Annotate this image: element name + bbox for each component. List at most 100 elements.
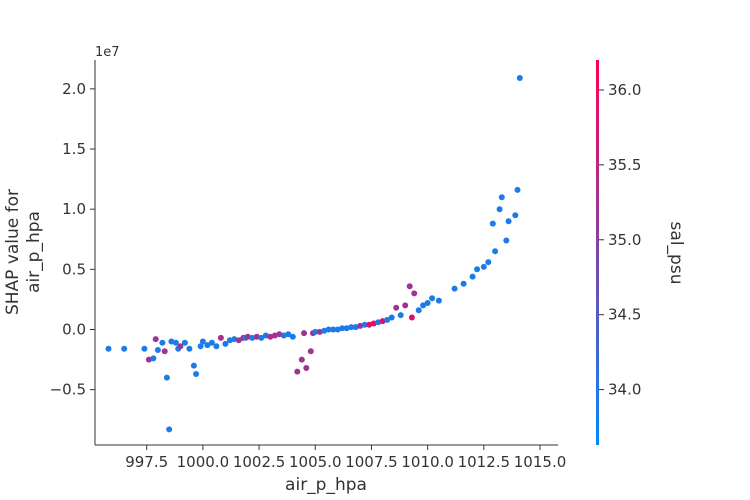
- data-point: [262, 332, 269, 339]
- data-point: [190, 362, 197, 369]
- data-point: [244, 333, 251, 340]
- data-point: [460, 280, 467, 287]
- data-point: [168, 338, 175, 345]
- data-point: [231, 336, 238, 343]
- data-point: [361, 321, 368, 328]
- data-point: [199, 338, 206, 345]
- x-tick-label: 1010.0: [401, 453, 454, 471]
- data-point: [514, 186, 521, 193]
- x-tick-label: 1015.0: [514, 453, 567, 471]
- data-point: [451, 285, 458, 292]
- data-point: [222, 340, 229, 347]
- data-point: [316, 328, 323, 335]
- y-axis: −0.5 0.0 0.5 1.0 1.5 2.0: [50, 60, 96, 445]
- data-point: [312, 328, 319, 335]
- y-axis-title-line-2: air_p_hpa: [24, 211, 44, 293]
- data-point: [177, 343, 184, 350]
- y-tick-label: 0.0: [62, 321, 86, 339]
- y-tick-label: −0.5: [50, 381, 86, 399]
- colorbar-tick-label: 34.5: [608, 306, 641, 324]
- data-point: [406, 283, 413, 290]
- data-point: [154, 347, 161, 353]
- x-tick-label: 1012.5: [458, 453, 511, 471]
- data-point: [204, 342, 211, 349]
- data-point: [435, 297, 442, 304]
- data-point: [498, 194, 505, 201]
- data-point: [249, 334, 256, 341]
- data-point: [379, 318, 386, 325]
- data-point: [197, 343, 204, 350]
- data-point: [172, 339, 179, 346]
- data-point: [415, 307, 422, 314]
- data-point: [253, 333, 260, 340]
- data-point: [298, 356, 305, 363]
- data-point: [294, 368, 301, 375]
- y-tick-label: 1.5: [62, 140, 86, 158]
- data-point: [267, 333, 274, 340]
- data-point: [141, 345, 148, 352]
- data-point: [388, 314, 395, 321]
- data-point: [303, 365, 310, 371]
- data-point: [105, 345, 112, 352]
- data-point: [330, 326, 337, 333]
- data-point: [161, 348, 168, 355]
- y-offset-label: 1e7: [95, 45, 120, 60]
- y-axis-title-line-1: SHAP value for: [3, 189, 23, 315]
- data-point: [397, 312, 404, 319]
- data-point: [193, 371, 200, 377]
- data-point: [289, 333, 296, 340]
- colorbar-tick-label: 35.5: [608, 156, 641, 174]
- data-point: [348, 324, 355, 331]
- data-point: [334, 326, 341, 333]
- data-point: [280, 332, 287, 339]
- plot-area: [105, 75, 523, 433]
- x-tick-label: 1005.0: [289, 453, 342, 471]
- data-point: [474, 266, 481, 273]
- data-point: [150, 355, 157, 362]
- data-point: [181, 339, 188, 346]
- data-point: [375, 319, 382, 326]
- data-point: [258, 334, 265, 341]
- data-point: [285, 331, 292, 338]
- data-point: [370, 320, 377, 327]
- data-point: [213, 343, 220, 350]
- data-point: [393, 304, 400, 311]
- x-axis: 997.5 1000.0 1002.5 1005.0 1007.5 1010.0 1012.…: [95, 444, 567, 471]
- data-point: [429, 295, 436, 302]
- y-axis-title: SHAP value for air_p_hpa: [3, 189, 44, 315]
- y-tick-label: 0.5: [62, 260, 86, 278]
- data-point: [352, 324, 359, 331]
- colorbar-tick-label: 34.0: [608, 381, 641, 399]
- data-point: [343, 325, 350, 332]
- colorbar-title: sal_psu: [666, 222, 686, 285]
- data-point: [186, 345, 193, 352]
- data-point: [424, 300, 431, 306]
- data-point: [503, 237, 510, 244]
- data-point: [121, 345, 128, 352]
- data-point: [489, 220, 496, 227]
- data-point: [485, 259, 492, 266]
- data-point: [145, 356, 152, 363]
- data-point: [469, 273, 476, 280]
- y-tick-label: 1.0: [62, 200, 86, 218]
- data-point: [217, 334, 224, 341]
- data-point: [505, 218, 512, 225]
- x-tick-label: 1000.0: [177, 453, 230, 471]
- x-tick-label: 1007.5: [345, 453, 398, 471]
- data-point: [163, 374, 170, 381]
- data-point: [276, 331, 283, 338]
- data-point: [480, 263, 487, 270]
- colorbar-tick-label: 36.0: [608, 81, 641, 99]
- data-point: [339, 325, 346, 332]
- x-axis-title: air_p_hpa: [285, 475, 367, 495]
- data-point: [307, 348, 314, 355]
- data-point: [366, 321, 373, 328]
- data-point: [420, 302, 427, 309]
- data-point: [408, 314, 415, 321]
- colorbar: 34.0 34.5 35.0 35.5 36.0: [596, 60, 641, 445]
- data-point: [271, 332, 278, 339]
- data-point: [152, 336, 159, 343]
- data-point: [357, 322, 364, 329]
- data-point: [166, 426, 173, 433]
- colorbar-tick-label: 35.0: [608, 231, 641, 249]
